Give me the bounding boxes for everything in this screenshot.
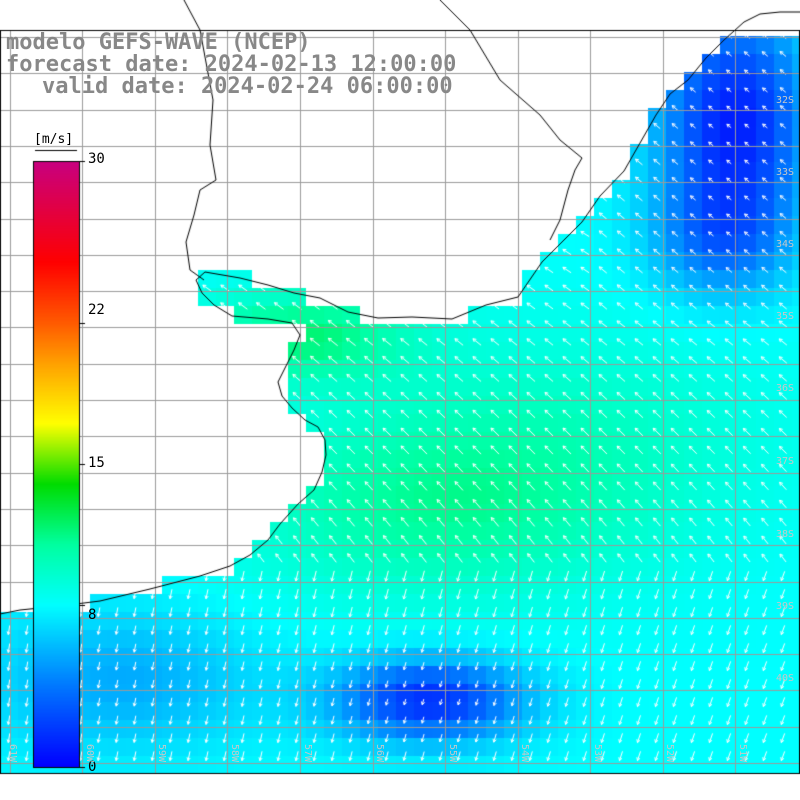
longitude-label: 58W	[229, 744, 240, 763]
colorbar-tick: 8	[88, 607, 97, 623]
latitude-label: 39S	[775, 601, 794, 612]
latitude-label: 32S	[775, 95, 794, 106]
forecast-date: forecast date: 2024-02-13 12:00:00	[6, 52, 457, 77]
latitude-label: 36S	[775, 383, 794, 394]
longitude-label: 53W	[592, 744, 603, 763]
longitude-label: 54W	[519, 744, 530, 763]
longitude-label: 52W	[664, 744, 675, 763]
valid-date: valid date: 2024-02-24 06:00:00	[42, 74, 453, 99]
latitude-label: 38S	[775, 529, 794, 540]
longitude-label: 60W	[84, 744, 95, 763]
latitude-label: 40S	[775, 673, 794, 684]
colorbar-tick: 15	[88, 455, 105, 471]
longitude-label: 56W	[374, 744, 385, 763]
longitude-label: 51W	[737, 744, 748, 763]
latitude-label: 35S	[775, 311, 794, 322]
latitude-label: 33S	[775, 167, 794, 178]
longitude-label: 57W	[302, 744, 313, 763]
model-title: modelo GEFS-WAVE (NCEP)	[6, 30, 311, 55]
colorbar-tick: 30	[88, 151, 105, 167]
colorbar-tick: 22	[88, 302, 105, 318]
colorbar-tick: 0	[88, 759, 97, 775]
colorbar-unit-label: [m/s]	[34, 132, 74, 147]
longitude-label: 61W	[7, 744, 18, 763]
longitude-label: 55W	[447, 744, 458, 763]
longitude-label: 59W	[156, 744, 167, 763]
latitude-label: 34S	[775, 239, 794, 250]
latitude-label: 37S	[775, 456, 794, 467]
